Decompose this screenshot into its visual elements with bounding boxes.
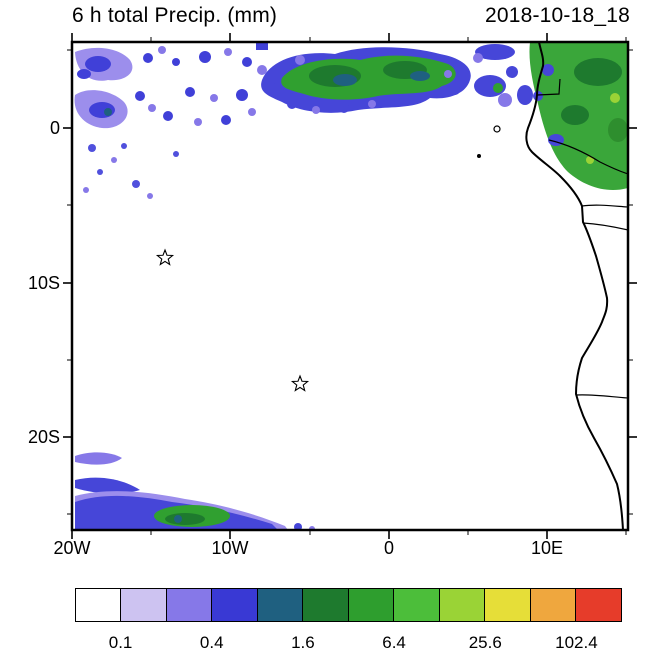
star-marker bbox=[290, 374, 310, 392]
colorbar-cell bbox=[347, 588, 395, 622]
colorbar bbox=[75, 588, 622, 622]
axis-ticks bbox=[63, 33, 637, 539]
island-markers bbox=[477, 125, 501, 158]
colorbar-cell bbox=[75, 588, 122, 622]
colorbar-tick-label: 102.4 bbox=[555, 633, 598, 652]
x-axis-label: 10W bbox=[211, 538, 249, 558]
colorbar-cell bbox=[256, 588, 304, 622]
colorbar-labels: 0.1 0.4 1.6 6.4 25.6 102.4 bbox=[75, 633, 622, 655]
station-markers bbox=[155, 248, 310, 392]
colorbar-cell bbox=[484, 588, 531, 622]
colorbar-cell bbox=[529, 588, 577, 622]
country-borders bbox=[536, 78, 627, 399]
colorbar-cell bbox=[438, 588, 486, 622]
plot-timestamp: 2018-10-18_18 bbox=[484, 4, 630, 27]
colorbar-tick-label: 0.1 bbox=[108, 633, 133, 652]
colorbar-cell bbox=[120, 588, 168, 622]
colorbar-cell bbox=[302, 588, 350, 622]
colorbar-tick-label: 6.4 bbox=[382, 633, 406, 652]
x-axis-label: 0 bbox=[383, 538, 394, 558]
y-axis-label: 10S bbox=[27, 273, 60, 293]
plot-title: 6 h total Precip. (mm) bbox=[72, 4, 278, 27]
coastline bbox=[525, 43, 624, 529]
y-axis-label: 20S bbox=[27, 427, 60, 447]
x-axis-label: 20W bbox=[53, 538, 91, 558]
colorbar-cell bbox=[211, 588, 259, 622]
colorbar-cell bbox=[165, 588, 213, 622]
map-frame bbox=[70, 40, 630, 532]
colorbar-cell bbox=[393, 588, 441, 622]
colorbar-tick-label: 0.4 bbox=[199, 633, 224, 652]
y-axis-label: 0 bbox=[49, 118, 60, 138]
colorbar-tick-label: 25.6 bbox=[468, 633, 502, 652]
colorbar-tick-label: 1.6 bbox=[291, 633, 315, 652]
x-axis-label: 10E bbox=[530, 538, 564, 558]
colorbar-cell bbox=[575, 588, 622, 622]
precip-field bbox=[74, 43, 627, 529]
star-marker bbox=[155, 248, 175, 266]
